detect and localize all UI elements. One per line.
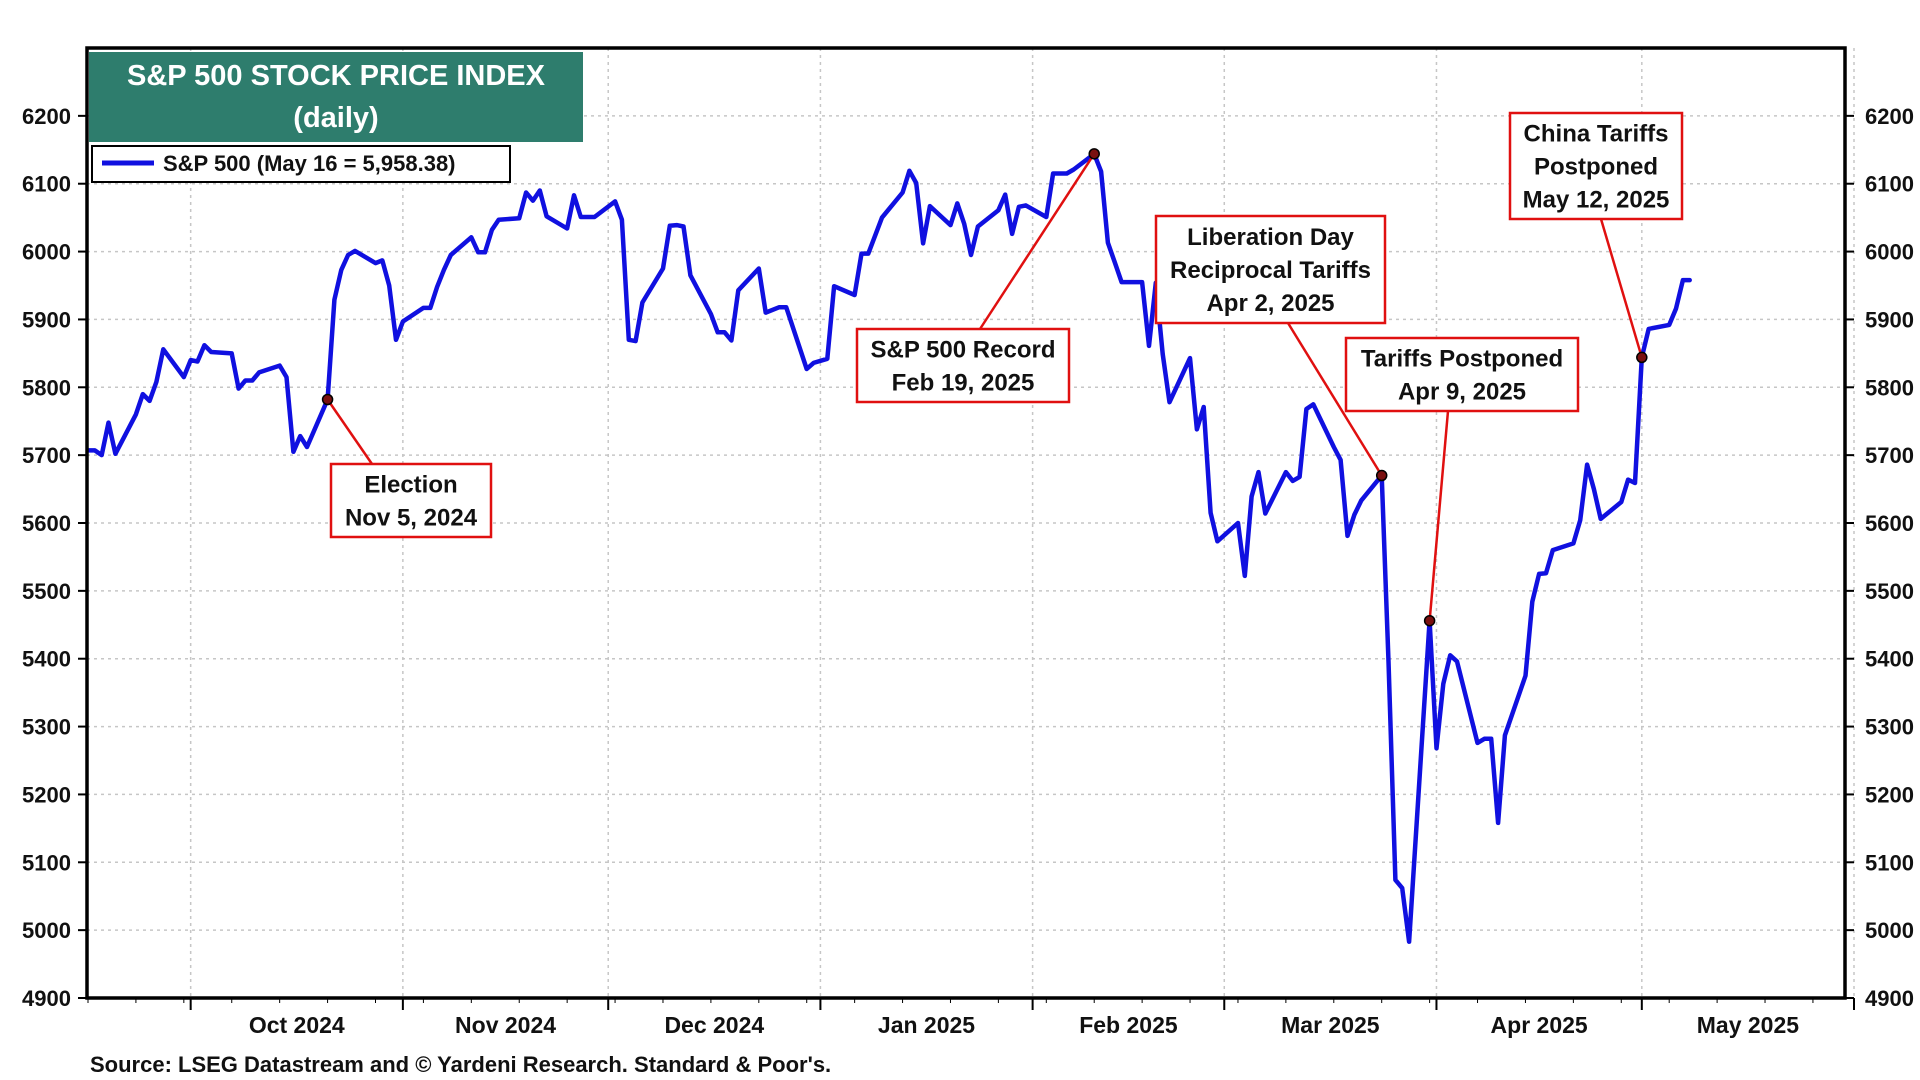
y-tick-label-left: 5200 (22, 782, 71, 807)
legend-box (91, 145, 511, 183)
legend: S&P 500 (May 16 = 5,958.38) (91, 145, 511, 183)
x-tick-label: Jan 2025 (878, 1012, 975, 1038)
x-tick-label: Feb 2025 (1079, 1012, 1178, 1038)
annotation-label: Postponed (1534, 154, 1658, 181)
y-tick-label-right: 4900 (1865, 986, 1914, 1011)
annotation-label: Tariffs Postponed (1361, 346, 1563, 373)
y-tick-label-left: 5000 (22, 918, 71, 943)
x-tick-label: Nov 2024 (455, 1012, 556, 1038)
y-tick-label-right: 6200 (1865, 104, 1914, 129)
x-axis: Oct 2024 Nov 2024 Dec 2024 Jan 2025 Feb 2025… (249, 1012, 1799, 1038)
y-tick-label-left: 6000 (22, 240, 71, 265)
annotation-marker (1636, 351, 1648, 364)
y-tick-label-right: 5400 (1865, 647, 1914, 672)
chart-title: S&P 500 STOCK PRICE INDEX (127, 60, 546, 92)
y-tick-label-right: 5600 (1865, 511, 1914, 536)
y-tick-label-right: 5800 (1865, 375, 1914, 400)
annotation-label: May 12, 2025 (1523, 187, 1670, 214)
y-tick-label-right: 5900 (1865, 307, 1914, 332)
x-tick-label: May 2025 (1697, 1012, 1800, 1038)
y-tick-label-right: 5100 (1865, 850, 1914, 875)
x-tick-label: Apr 2025 (1491, 1012, 1588, 1038)
annotation-box (329, 462, 493, 539)
annotation-label: Election (364, 472, 457, 499)
plot-frame (85, 46, 1847, 1000)
x-tick-label: Oct 2024 (249, 1012, 345, 1038)
y-axis-right: 4900 5000 5100 5200 5300 5400 5500 5600 5700 5800… (1865, 104, 1914, 1011)
annotation-marker (1423, 614, 1436, 627)
y-tick-label-left: 5900 (22, 307, 71, 332)
annotation-box (1154, 214, 1387, 325)
series-layer (85, 151, 1692, 944)
x-tick-label: Dec 2024 (664, 1012, 764, 1038)
annotation-box (1344, 336, 1580, 413)
x-tick-label: Mar 2025 (1281, 1012, 1380, 1038)
y-tick-label-right: 5500 (1865, 579, 1914, 604)
title-background (89, 52, 583, 142)
series-line (85, 151, 1692, 944)
chart-subtitle: (daily) (293, 102, 378, 134)
y-tick-label-right: 6000 (1865, 240, 1914, 265)
y-tick-label-right: 5300 (1865, 715, 1914, 740)
annotation-label: Feb 19, 2025 (892, 370, 1035, 397)
annotation-label: Apr 9, 2025 (1398, 379, 1526, 406)
y-tick-label-left: 6100 (22, 172, 71, 197)
annotation-leader (1599, 218, 1644, 358)
annotation-label: Reciprocal Tariffs (1170, 257, 1371, 284)
annotation-label: Liberation Day (1187, 224, 1354, 251)
annotation-label: Apr 2, 2025 (1206, 290, 1334, 317)
annotation-marker (321, 393, 334, 406)
y-tick-label-left: 5400 (22, 647, 71, 672)
y-tick-label-right: 6100 (1865, 172, 1914, 197)
annotation-leader (326, 398, 374, 465)
y-tick-label-left: 5800 (22, 375, 71, 400)
y-tick-label-left: 5500 (22, 579, 71, 604)
y-tick-label-left: 6200 (22, 104, 71, 129)
annotation-box (855, 327, 1071, 404)
y-tick-label-left: 5600 (22, 511, 71, 536)
y-tick-label-left: 5100 (22, 850, 71, 875)
annotation-label: Nov 5, 2024 (345, 505, 478, 532)
title-box: S&P 500 STOCK PRICE INDEX (daily) (89, 52, 583, 142)
gridlines (87, 48, 1855, 998)
annotation-leader (1428, 410, 1450, 621)
annotation-marker (1375, 469, 1388, 482)
y-axis-left: 4900 5000 5100 5200 5300 5400 5500 5600 5700 5800… (22, 104, 71, 1011)
y-tick-label-left: 4900 (22, 986, 71, 1011)
annotation-label: China Tariffs (1524, 121, 1669, 148)
annotation-leader (1286, 322, 1383, 477)
source-note: Source: LSEG Datastream and © Yardeni Re… (90, 1052, 831, 1077)
annotation-box (1508, 111, 1684, 221)
y-tick-label-right: 5200 (1865, 782, 1914, 807)
y-tick-label-left: 5300 (22, 715, 71, 740)
annotation-leader (978, 153, 1096, 330)
annotation-label: S&P 500 Record (871, 337, 1056, 364)
y-tick-label-right: 5700 (1865, 443, 1914, 468)
annotations: Election Nov 5, 2024 S&P 500 Record Feb 19,… (321, 111, 1684, 627)
y-tick-label-right: 5000 (1865, 918, 1914, 943)
legend-label: S&P 500 (May 16 = 5,958.38) (163, 151, 456, 176)
annotation-marker (1088, 148, 1100, 160)
y-tick-label-left: 5700 (22, 443, 71, 468)
